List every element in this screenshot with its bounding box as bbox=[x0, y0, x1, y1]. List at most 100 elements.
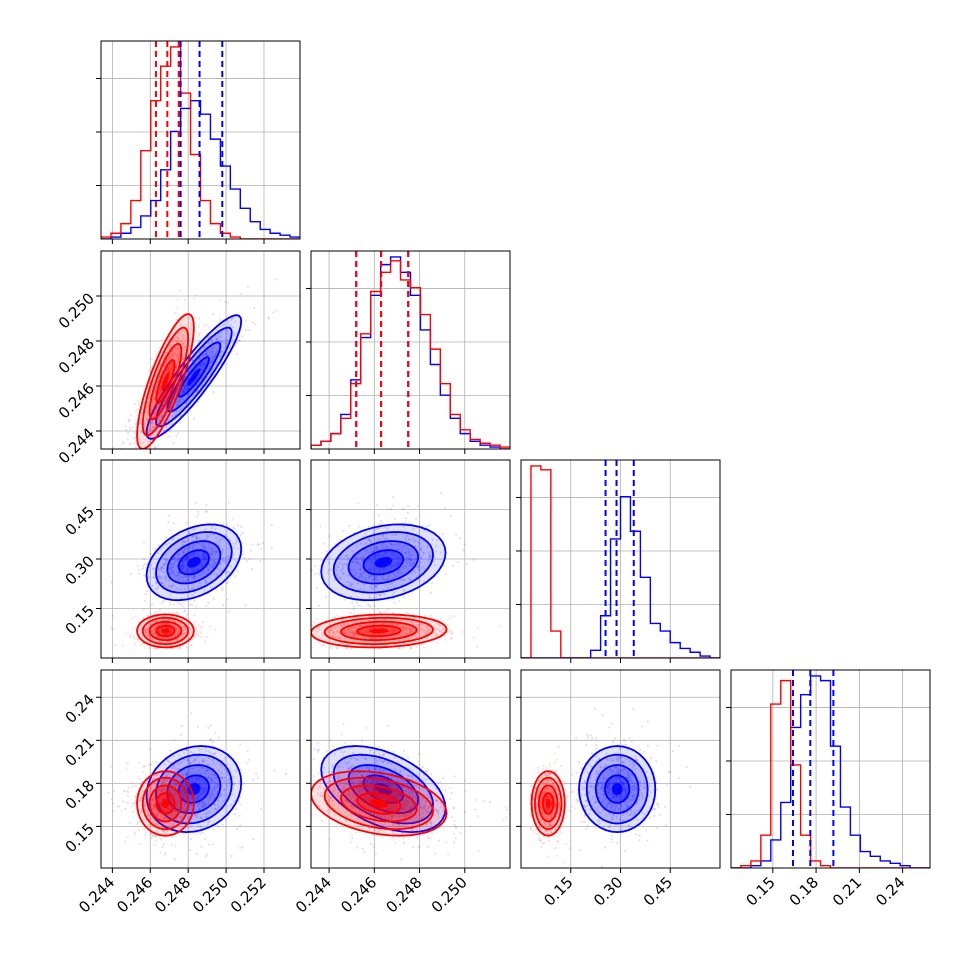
scatter-point bbox=[408, 538, 411, 541]
scatter-point bbox=[374, 558, 377, 562]
scatter-point bbox=[159, 837, 162, 840]
scatter-point bbox=[141, 441, 144, 444]
scatter-point bbox=[196, 568, 199, 571]
scatter-point bbox=[181, 567, 184, 571]
scatter-point bbox=[193, 569, 196, 572]
scatter-point bbox=[195, 542, 199, 545]
scatter-point bbox=[405, 561, 408, 564]
scatter-point bbox=[285, 772, 288, 776]
scatter-point bbox=[383, 593, 386, 596]
scatter-point bbox=[182, 540, 185, 543]
scatter-point bbox=[382, 578, 385, 581]
scatter-point bbox=[194, 378, 198, 381]
scatter-point bbox=[199, 627, 202, 630]
scatter-point bbox=[172, 584, 175, 588]
scatter-point bbox=[195, 535, 198, 538]
scatter-point bbox=[190, 587, 193, 590]
scatter-point bbox=[131, 627, 134, 630]
scatter-point bbox=[169, 567, 172, 570]
scatter-point bbox=[176, 353, 180, 356]
scatter-point bbox=[181, 564, 184, 568]
scatter-point bbox=[150, 629, 153, 633]
scatter-point bbox=[170, 636, 173, 639]
density-peak bbox=[187, 557, 201, 568]
scatter-point bbox=[133, 402, 137, 406]
scatter-point bbox=[207, 567, 210, 570]
scatter-point bbox=[194, 568, 198, 571]
scatter-point bbox=[443, 507, 446, 510]
scatter-point bbox=[209, 558, 212, 562]
scatter-point bbox=[210, 586, 213, 589]
scatter-point bbox=[178, 401, 181, 404]
scatter-point bbox=[177, 398, 181, 401]
scatter-point bbox=[200, 632, 203, 635]
scatter-point bbox=[396, 572, 399, 575]
scatter-point bbox=[173, 573, 176, 576]
scatter-point bbox=[232, 553, 235, 556]
scatter-point bbox=[375, 585, 378, 589]
scatter-point bbox=[409, 559, 413, 563]
scatter-point bbox=[216, 339, 219, 342]
scatter-point bbox=[355, 556, 358, 560]
scatter-point bbox=[178, 638, 181, 641]
scatter-point bbox=[168, 567, 171, 571]
scatter-point bbox=[186, 579, 189, 582]
scatter-point bbox=[304, 637, 306, 639]
scatter-point bbox=[175, 401, 179, 404]
scatter-point bbox=[412, 527, 415, 531]
scatter-point bbox=[244, 328, 248, 331]
scatter-point bbox=[212, 391, 215, 394]
scatter-point bbox=[317, 604, 321, 607]
scatter-point bbox=[184, 609, 187, 612]
scatter-point bbox=[168, 390, 171, 393]
scatter-point bbox=[162, 843, 165, 846]
scatter-point bbox=[391, 551, 394, 555]
scatter-point bbox=[221, 823, 224, 826]
scatter-point bbox=[201, 545, 204, 548]
scatter-point bbox=[193, 551, 197, 554]
scatter-point bbox=[165, 426, 168, 429]
scatter-point bbox=[403, 544, 406, 548]
scatter-point bbox=[190, 383, 194, 386]
scatter-point bbox=[206, 565, 209, 568]
scatter-point bbox=[164, 397, 167, 400]
scatter-point bbox=[198, 363, 201, 366]
scatter-point bbox=[408, 551, 411, 554]
scatter-point bbox=[406, 562, 409, 565]
scatter-point bbox=[210, 553, 213, 556]
scatter-point bbox=[197, 513, 200, 516]
scatter-point bbox=[129, 443, 132, 446]
scatter-point bbox=[417, 564, 420, 567]
scatter-point bbox=[165, 559, 168, 562]
scatter-point bbox=[409, 559, 412, 562]
scatter-point bbox=[391, 544, 394, 547]
scatter-point bbox=[225, 341, 228, 344]
scatter-point bbox=[190, 568, 193, 572]
scatter-point bbox=[367, 551, 370, 554]
scatter-point bbox=[128, 442, 131, 445]
scatter-point bbox=[142, 608, 145, 611]
scatter-point bbox=[182, 625, 185, 628]
scatter-point bbox=[225, 571, 228, 574]
scatter-point bbox=[399, 558, 402, 561]
scatter-point bbox=[137, 453, 139, 455]
scatter-point bbox=[171, 350, 174, 354]
scatter-point bbox=[157, 350, 160, 353]
histogram-series-1 bbox=[101, 46, 300, 239]
panel-frame bbox=[100, 250, 301, 450]
scatter-point bbox=[184, 540, 187, 544]
scatter-point bbox=[172, 522, 175, 525]
scatter-point bbox=[354, 572, 357, 575]
scatter-point bbox=[139, 476, 141, 478]
scatter-point bbox=[134, 423, 137, 426]
scatter-point bbox=[428, 550, 432, 554]
scatter-point bbox=[364, 541, 367, 544]
scatter-point bbox=[390, 577, 394, 580]
scatter-point bbox=[138, 572, 141, 575]
scatter-point bbox=[202, 552, 205, 555]
scatter-point bbox=[203, 547, 206, 551]
scatter-point bbox=[169, 368, 172, 371]
scatter-point bbox=[234, 320, 237, 323]
scatter-point bbox=[189, 574, 192, 578]
scatter-point bbox=[204, 580, 207, 583]
